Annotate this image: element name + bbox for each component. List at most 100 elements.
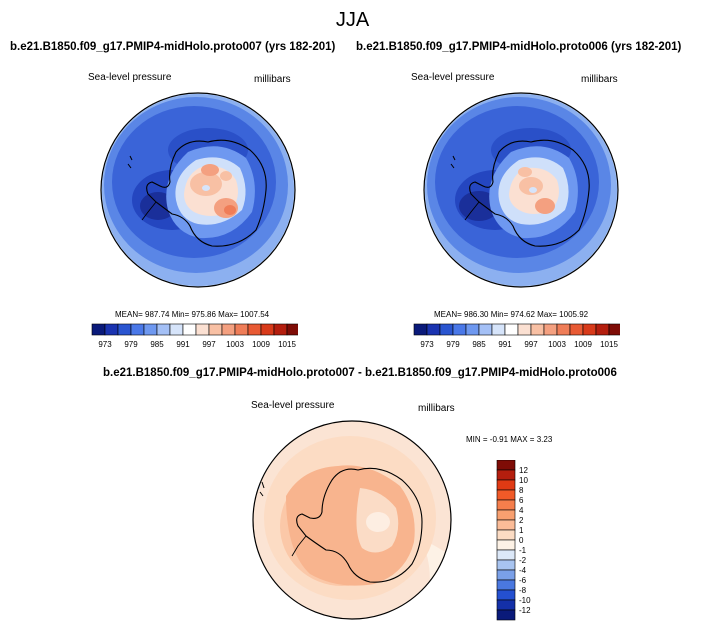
panel-2-units-label: millibars (581, 74, 618, 85)
panel-2-colorbar-tick-label: 1003 (548, 340, 566, 349)
panel-1-title: b.e21.B1850.f09_g17.PMIP4-midHolo.proto0… (10, 41, 336, 53)
panel-1-colorbar-swatch (91, 323, 106, 336)
panel-2-colorbar-swatch (413, 323, 428, 336)
panel-1-colorbar: 973 979 985 991 997 1003 1009 1015 (91, 323, 298, 349)
panel-1-variable-label: Sea-level pressure (88, 72, 172, 83)
panel-1-colorbar-swatch (130, 323, 145, 336)
panel-2-colorbar-tick-label: 979 (446, 340, 460, 349)
panel-1-colorbar-tick-label: 1009 (252, 340, 270, 349)
panel-2-colorbar-swatch (569, 323, 584, 336)
page-title: JJA (335, 9, 370, 31)
panel-2-colorbar-tick-label: 1009 (574, 340, 592, 349)
panel-2-colorbar-swatch (517, 323, 532, 336)
panel-2-stats: MEAN= 986.30 Min= 974.62 Max= 1005.92 (434, 310, 589, 319)
panel-1-colorbar-tick-label: 985 (150, 340, 164, 349)
panel-1-colorbar-tick-label: 979 (124, 340, 138, 349)
diff-units-label: millibars (418, 403, 455, 414)
panel-2-title: b.e21.B1850.f09_g17.PMIP4-midHolo.proto0… (356, 41, 682, 53)
diff-colorbar-swatch (496, 549, 516, 561)
panel-1-colorbar-tick-label: 1003 (226, 340, 244, 349)
panel-2-colorbar-swatch (452, 323, 467, 336)
diff-colorbar-tick-label: 1 (519, 526, 524, 535)
diff-colorbar-swatch (496, 569, 516, 581)
panel-2-colorbar-swatch (595, 323, 610, 336)
panel-2-variable-label: Sea-level pressure (411, 72, 495, 83)
diff-colorbar-tick-label: -4 (519, 566, 527, 575)
diff-panel-title: b.e21.B1850.f09_g17.PMIP4-midHolo.proto0… (103, 367, 617, 379)
diff-colorbar-tick-label: -12 (519, 606, 531, 615)
panel-1-stats: MEAN= 987.74 Min= 975.86 Max= 1007.54 (115, 310, 270, 319)
panel-1-map-border (100, 92, 296, 288)
panel-1-units-label: millibars (254, 74, 291, 85)
panel-2-colorbar-swatch (543, 323, 558, 336)
panel-2-colorbar-swatch (491, 323, 506, 336)
panel-1-colorbar-swatch (221, 323, 236, 336)
diff-colorbar-swatch (496, 479, 516, 491)
diff-colorbar-swatch (496, 539, 516, 551)
antarctica-coastline (469, 139, 590, 247)
diff-colorbar-swatch (496, 559, 516, 571)
diff-colorbar-tick-label: 0 (519, 536, 524, 545)
panel-1-colorbar-swatch (273, 323, 288, 336)
diff-colorbar-tick-label: -8 (519, 586, 527, 595)
antarctica-coastline (296, 467, 423, 583)
panel-2-colorbar-swatch (556, 323, 571, 336)
diff-colorbar-swatch (496, 460, 516, 471)
diff-colorbar-swatch (496, 469, 516, 481)
diff-map-border (252, 420, 452, 620)
diff-colorbar-tick-label: -2 (519, 556, 527, 565)
diff-colorbar-swatch (496, 579, 516, 591)
panel-1-colorbar-swatch (234, 323, 249, 336)
panel-2-colorbar-tick-label: 973 (420, 340, 434, 349)
panel-2-colorbar-swatch (608, 323, 620, 336)
diff-colorbar-tick-label: 2 (519, 516, 524, 525)
diff-variable-label: Sea-level pressure (251, 400, 335, 411)
panel-2-colorbar-swatch (582, 323, 597, 336)
panel-2-polar-map (423, 92, 619, 288)
panel-2-colorbar-tick-label: 997 (524, 340, 538, 349)
panel-2-colorbar-swatch (426, 323, 441, 336)
diff-colorbar-swatch (496, 589, 516, 601)
panel-1-colorbar-tick-label: 973 (98, 340, 112, 349)
panel-1-colorbar-swatch (260, 323, 275, 336)
panel-1-colorbar-swatch (195, 323, 210, 336)
panel-1-colorbar-swatch (104, 323, 119, 336)
diff-colorbar-tick-label: -1 (519, 546, 527, 555)
diff-stats: MIN = -0.91 MAX = 3.23 (466, 435, 553, 444)
diff-colorbar-tick-label: 12 (519, 466, 528, 475)
panel-1-colorbar-swatch (208, 323, 223, 336)
diff-colorbar-tick-label: 4 (519, 506, 524, 515)
diff-colorbar-tick-label: -10 (519, 596, 531, 605)
diff-colorbar-swatch (496, 529, 516, 541)
panel-2-colorbar-swatch (530, 323, 545, 336)
panel-2-colorbar-swatch (478, 323, 493, 336)
diff-colorbar-swatch (496, 489, 516, 501)
panel-2-colorbar-swatch (465, 323, 480, 336)
diff-colorbar-swatch (496, 519, 516, 531)
diff-colorbar-tick-label: 10 (519, 476, 528, 485)
diff-colorbar-tick-label: 8 (519, 486, 524, 495)
panel-1-colorbar-swatch (182, 323, 197, 336)
panel-2-colorbar-tick-label: 985 (472, 340, 486, 349)
panel-2-colorbar-tick-label: 1015 (600, 340, 618, 349)
panel-2-colorbar: 973 979 985 991 997 1003 1009 1015 (413, 323, 620, 349)
antarctica-coastline (146, 139, 267, 247)
diff-colorbar-swatch (496, 509, 516, 521)
diff-colorbar-tick-label: -6 (519, 576, 527, 585)
panel-1-colorbar-tick-label: 997 (202, 340, 216, 349)
panel-1-colorbar-tick-label: 991 (176, 340, 190, 349)
panel-2-colorbar-swatch (504, 323, 519, 336)
panel-1-colorbar-swatch (286, 323, 298, 336)
panel-1-colorbar-swatch (169, 323, 184, 336)
diff-colorbar-swatch (496, 609, 516, 621)
panel-2-colorbar-swatch (439, 323, 454, 336)
diff-colorbar-swatch (496, 599, 516, 611)
panel-2-colorbar-tick-label: 991 (498, 340, 512, 349)
panel-1-colorbar-swatch (247, 323, 262, 336)
panel-1-colorbar-tick-label: 1015 (278, 340, 296, 349)
panel-1-polar-map (100, 92, 296, 288)
diff-colorbar-tick-label: 6 (519, 496, 524, 505)
panel-2-map-border (423, 92, 619, 288)
diff-polar-map (252, 420, 452, 620)
